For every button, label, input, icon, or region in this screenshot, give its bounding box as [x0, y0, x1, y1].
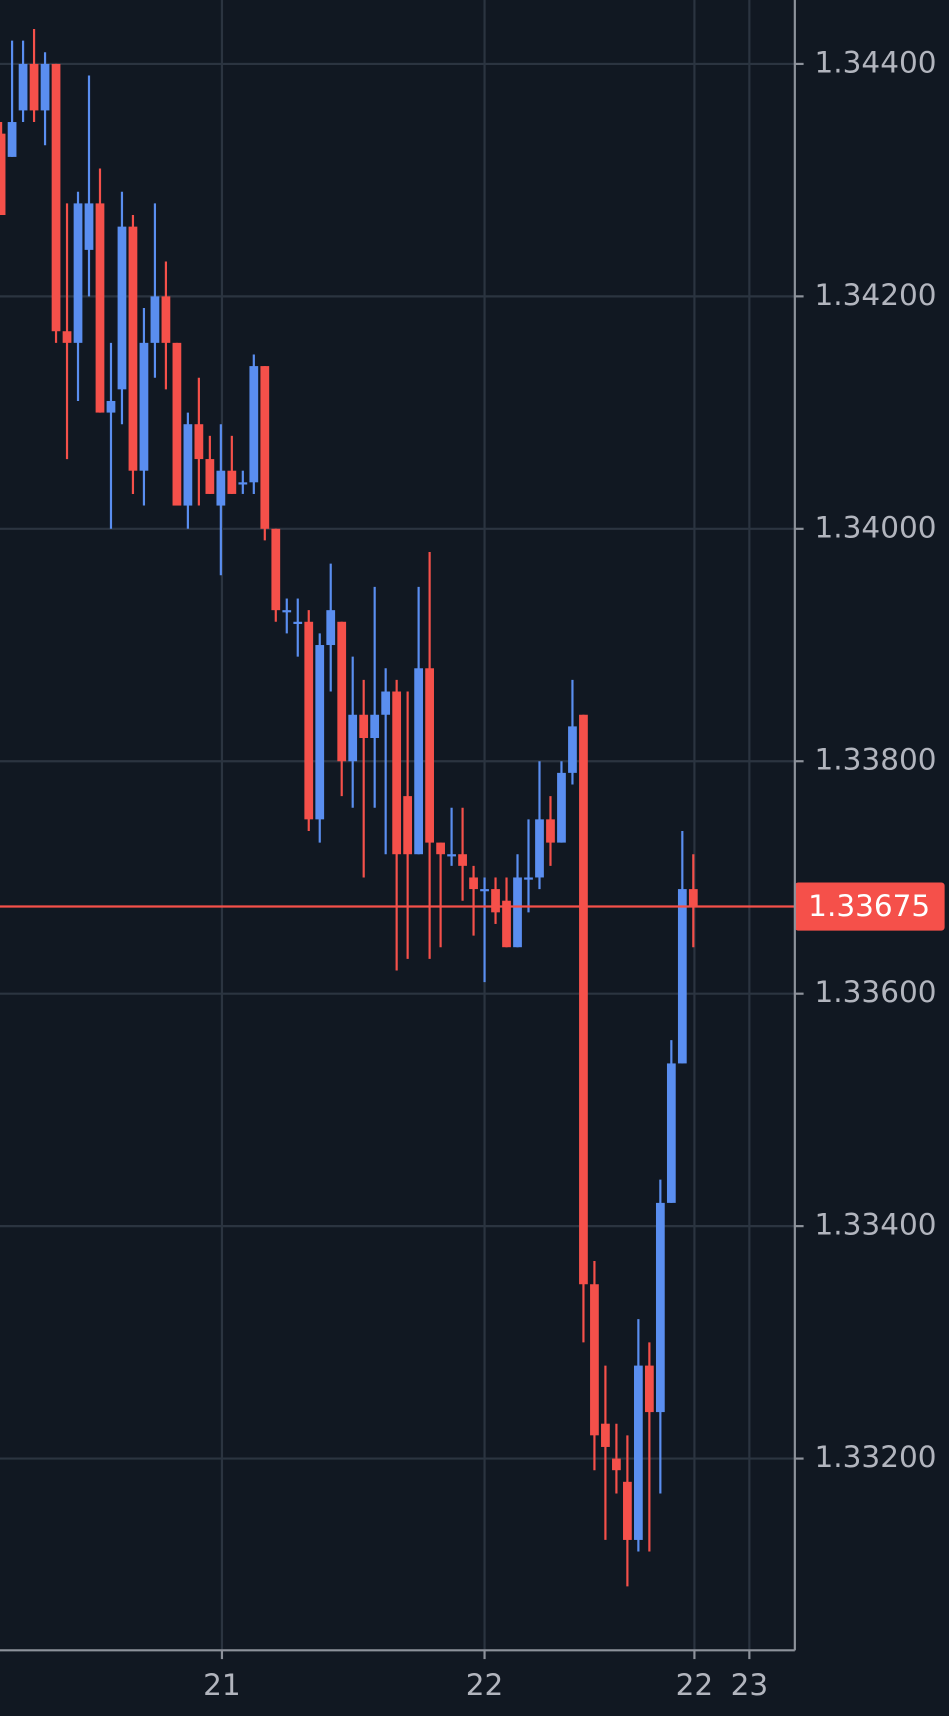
- candle-body: [491, 889, 500, 913]
- candle-body: [677, 889, 687, 1064]
- candle-body: [249, 366, 259, 483]
- y-tick-label: 1.33800: [815, 743, 937, 777]
- candle-body: [282, 610, 292, 613]
- candle-body: [370, 714, 380, 739]
- candle-body: [546, 819, 555, 843]
- candle-body: [579, 714, 588, 1285]
- x-tick-label: 23: [731, 1668, 769, 1702]
- candle-body: [513, 877, 522, 948]
- candle-body: [216, 470, 226, 506]
- candle-body: [568, 726, 577, 773]
- candle-body: [666, 1063, 676, 1203]
- candle-body: [337, 621, 347, 762]
- candle-body: [315, 645, 325, 820]
- candle-body: [447, 854, 456, 857]
- candle-body: [194, 424, 204, 460]
- candle-body: [128, 226, 138, 471]
- x-tick-label: 22: [676, 1668, 714, 1702]
- candle-body: [139, 342, 149, 471]
- candle-body: [392, 691, 402, 855]
- candle-body: [425, 668, 434, 843]
- candle-body: [227, 470, 237, 494]
- candle-body: [469, 877, 478, 890]
- candle-body: [161, 296, 171, 343]
- candle-body: [7, 122, 17, 157]
- candles: [0, 29, 698, 1587]
- y-tick-label: 1.33200: [815, 1440, 937, 1474]
- candle-body: [51, 63, 61, 332]
- candle-body: [150, 296, 160, 343]
- candle-body: [260, 366, 270, 529]
- candle-body: [95, 203, 105, 413]
- candle-body: [117, 226, 127, 390]
- candle-body: [601, 1423, 610, 1447]
- candle-body: [205, 459, 215, 494]
- x-tick-label: 21: [203, 1668, 241, 1702]
- candle-body: [590, 1284, 599, 1436]
- candle-body: [348, 714, 358, 762]
- y-tick-label: 1.34400: [815, 45, 937, 79]
- candle-body: [634, 1365, 643, 1540]
- x-tick-label: 22: [466, 1668, 504, 1702]
- candle-body: [436, 842, 445, 855]
- candle-body: [655, 1202, 665, 1413]
- candle-body: [623, 1481, 632, 1540]
- y-tick-label: 1.34200: [815, 278, 937, 312]
- candle-body: [359, 714, 369, 739]
- last-price-label: 1.33675: [808, 889, 930, 923]
- candle-body: [271, 528, 281, 611]
- y-tick-label: 1.33600: [815, 975, 937, 1009]
- candle-body: [238, 482, 248, 485]
- candle-body: [480, 889, 489, 892]
- candle-body: [304, 621, 314, 820]
- candle-body: [62, 331, 72, 343]
- candle-body: [403, 796, 413, 855]
- candle-body: [106, 400, 116, 413]
- candle-body: [84, 203, 94, 250]
- candle-body: [644, 1365, 654, 1413]
- candle-body: [381, 691, 391, 715]
- candle-body: [535, 819, 544, 878]
- candle-body: [612, 1458, 621, 1471]
- y-tick-label: 1.33400: [815, 1208, 937, 1242]
- candle-body: [183, 424, 193, 506]
- candle-body: [172, 342, 182, 506]
- candle-body: [688, 889, 698, 907]
- candle-body: [557, 772, 566, 843]
- last-price-box: [794, 882, 945, 931]
- candle-body: [458, 854, 467, 866]
- candle-body: [293, 621, 303, 624]
- candle-body: [524, 877, 533, 880]
- candle-body: [18, 63, 28, 111]
- grid: [0, 0, 795, 1651]
- candle-body: [326, 610, 336, 646]
- candle-body: [414, 668, 424, 855]
- overlay: 1.33675: [0, 882, 945, 931]
- y-tick-label: 1.34000: [815, 510, 937, 544]
- candle-body: [0, 133, 6, 216]
- candle-body: [29, 63, 39, 111]
- candle-body: [40, 63, 50, 111]
- candle-body: [73, 203, 83, 343]
- candle-body: [502, 900, 511, 948]
